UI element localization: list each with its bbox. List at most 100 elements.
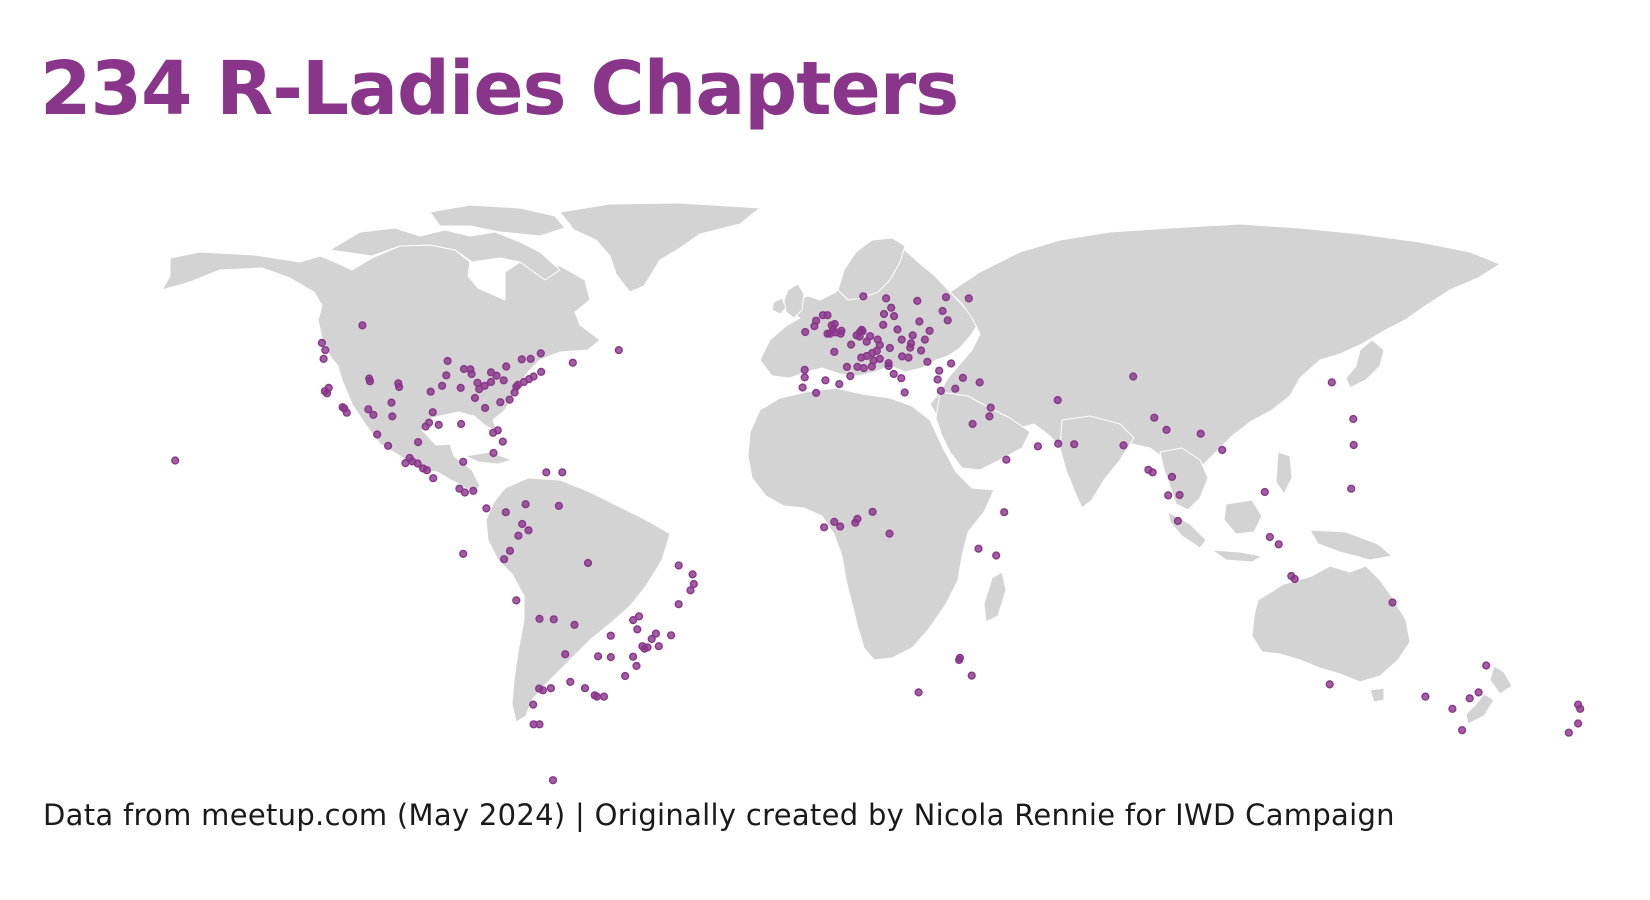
land-india (1059, 415, 1135, 509)
chapter-marker (364, 405, 373, 414)
chapter-marker (1054, 439, 1063, 448)
chapter-marker (317, 338, 327, 348)
chapter-marker (859, 292, 868, 301)
chapter-marker (365, 374, 374, 383)
chapter-marker (913, 296, 922, 306)
chapter-marker (486, 377, 496, 387)
land-britain (783, 283, 805, 319)
chapter-marker (900, 388, 909, 397)
chapter-marker (537, 367, 546, 377)
chapter-marker (916, 346, 926, 355)
chapter-marker (469, 486, 478, 495)
chapter-marker (561, 650, 570, 659)
chapter-marker (958, 373, 968, 382)
chapter-marker (851, 518, 860, 527)
chapter-marker (1421, 692, 1430, 701)
chapter-marker (846, 372, 855, 381)
chapter-marker (941, 293, 951, 302)
chapter-marker (369, 410, 378, 419)
chapter-marker (388, 412, 397, 421)
chapter-marker (651, 629, 661, 638)
chapter-marker (606, 652, 615, 662)
chapter-marker (593, 652, 603, 661)
chapter-marker (893, 325, 902, 334)
chapter-marker (634, 612, 644, 621)
chapter-marker (923, 357, 932, 366)
chapter-marker (583, 558, 593, 568)
chapter-marker (554, 501, 564, 511)
chapter-marker (443, 356, 452, 366)
chapter-marker (489, 448, 498, 458)
chapter-marker (514, 531, 523, 540)
chapter-marker (442, 371, 451, 380)
chapter-marker (827, 321, 836, 330)
chapter-marker (549, 615, 558, 624)
chapter-marker (823, 329, 832, 338)
chapter-marker (1167, 472, 1177, 482)
chapter-marker (830, 319, 839, 329)
chapter-marker (936, 386, 946, 395)
chapter-marker (342, 408, 351, 417)
chapter-marker (954, 655, 964, 665)
chapter-marker (889, 369, 898, 379)
chapter-marker (428, 408, 437, 417)
chapter-marker (633, 625, 642, 634)
chapter-marker (881, 294, 891, 303)
land-north-america (161, 244, 601, 493)
chapter-marker (853, 362, 862, 372)
chapter-marker (498, 437, 507, 446)
chapter-marker (837, 326, 846, 335)
page-title: 234 R-Ladies Chapters (40, 46, 959, 132)
chapter-marker (558, 468, 567, 477)
chapter-marker (505, 546, 515, 555)
chapter-marker (614, 346, 623, 355)
chapter-marker (512, 596, 521, 605)
land-indochina (1159, 447, 1209, 511)
chapter-marker (858, 327, 867, 336)
chapter-marker (1173, 516, 1183, 526)
chapter-marker (413, 459, 422, 468)
chapter-marker (935, 366, 944, 375)
chapter-marker (674, 561, 683, 570)
chapter-marker (867, 362, 876, 371)
chapter-marker (548, 776, 558, 785)
chapter-marker (914, 688, 923, 697)
chapter-marker (496, 398, 505, 407)
chapter-marker (686, 586, 695, 595)
chapter-marker (321, 346, 330, 355)
chapter-marker (836, 329, 845, 338)
chapter-marker (512, 382, 521, 391)
chapter-marker (689, 579, 698, 589)
land-new-zealand-north (1489, 665, 1513, 695)
chapter-marker (955, 653, 965, 663)
chapter-marker (340, 404, 349, 413)
chapter-marker (1260, 487, 1269, 497)
land-scandinavia (837, 237, 906, 301)
chapter-marker (855, 327, 865, 337)
chapter-marker (1162, 425, 1171, 435)
chapter-marker (529, 372, 538, 381)
chapter-marker (338, 403, 347, 412)
chapter-marker (526, 354, 535, 364)
land-tasmania (1369, 687, 1385, 703)
chapter-marker (889, 312, 899, 321)
chapter-marker (1119, 441, 1128, 450)
chapter-marker (1474, 688, 1483, 697)
chapter-marker (964, 294, 973, 303)
chapter-marker (384, 441, 393, 450)
chapter-marker (906, 339, 916, 348)
chapter-marker (459, 549, 468, 558)
chapter-marker (566, 677, 575, 687)
chapter-marker (322, 389, 332, 398)
chapter-marker (1457, 726, 1467, 735)
land-philippines (1275, 451, 1293, 495)
chapter-marker (535, 720, 544, 729)
chapter-marker (542, 468, 551, 477)
chapter-marker (517, 355, 526, 364)
chapter-marker (873, 335, 882, 344)
chapter-marker (599, 692, 609, 701)
chapter-marker (535, 614, 544, 624)
chapter-marker (835, 380, 844, 389)
chapter-marker (455, 484, 464, 493)
